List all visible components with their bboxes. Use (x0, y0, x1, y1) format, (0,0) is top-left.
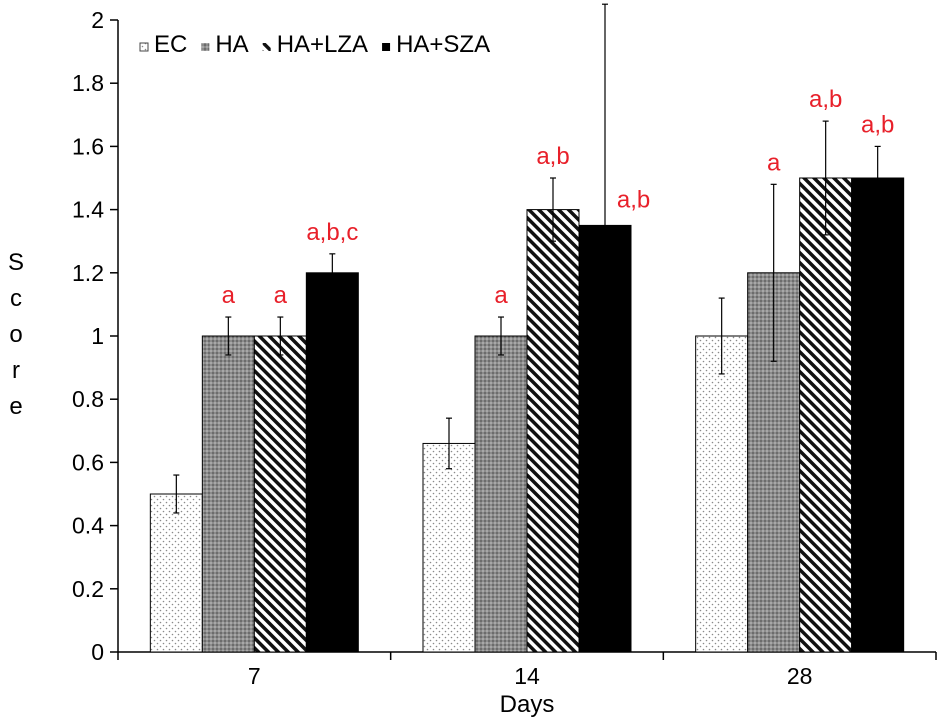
x-tick-label: 7 (248, 663, 261, 689)
y-tick-label: 1.4 (72, 197, 104, 223)
significance-label: a,b (809, 86, 842, 113)
bar-group (149, 177, 905, 653)
bar-ha-lza-day-14 (526, 209, 580, 653)
y-tick-label: 0.6 (72, 449, 104, 475)
legend-swatch (382, 43, 391, 51)
significance-label: a (274, 282, 288, 309)
bar-ha-day-7 (201, 335, 255, 653)
significance-label: a (494, 282, 508, 309)
y-tick-label: 1.2 (72, 260, 104, 286)
legend-swatch (262, 43, 271, 51)
y-tick-group: 0 0.2 0.4 0.6 0.8 1 1.2 1.4 1.6 1.8 2 (72, 7, 118, 665)
y-tick-label: 0.4 (72, 513, 104, 539)
legend-label: HA+LZA (277, 31, 368, 58)
y-tick-label: 1.8 (72, 70, 104, 96)
y-tick-label: 0.2 (72, 576, 104, 602)
legend-label: HA (215, 31, 248, 58)
x-tick-group: 7 14 28 (117, 652, 937, 689)
y-tick-label: 0 (91, 639, 104, 665)
bar-ec-day-28 (695, 335, 749, 653)
bar-ec-day-14 (422, 442, 476, 653)
legend-swatch (139, 42, 149, 52)
bar-ha-sza-day-28 (851, 177, 905, 653)
x-tick-label: 14 (514, 663, 540, 689)
significance-label: a,b (861, 111, 894, 138)
bar-ha-lza-day-7 (253, 335, 307, 653)
bar-ec-day-7 (149, 493, 203, 653)
significance-label: a (222, 282, 236, 309)
legend: EC HA HA+LZA HA+SZA (139, 31, 490, 58)
y-tick-label: 2 (91, 7, 104, 33)
bar-ha-lza-day-28 (799, 177, 853, 653)
x-axis-title: Days (500, 691, 555, 718)
legend-label: HA+SZA (396, 31, 490, 58)
bar-ha-day-14 (474, 335, 528, 653)
error-bar-group (173, 3, 881, 514)
significance-label: a (767, 149, 781, 176)
significance-annotation-group: a a a,b,c a a,b a,b a a,b a,b (222, 86, 895, 309)
y-tick-label: 1.6 (72, 133, 104, 159)
legend-label: EC (154, 31, 187, 58)
significance-label: a,b (536, 143, 569, 170)
legend-swatch (201, 43, 210, 51)
y-tick-label: 1 (91, 323, 104, 349)
x-tick-label: 28 (787, 663, 813, 689)
bar-ha-sza-day-7 (305, 272, 359, 653)
significance-label: a,b (617, 186, 650, 213)
y-tick-label: 0.8 (72, 386, 104, 412)
significance-label: a,b,c (306, 219, 358, 246)
